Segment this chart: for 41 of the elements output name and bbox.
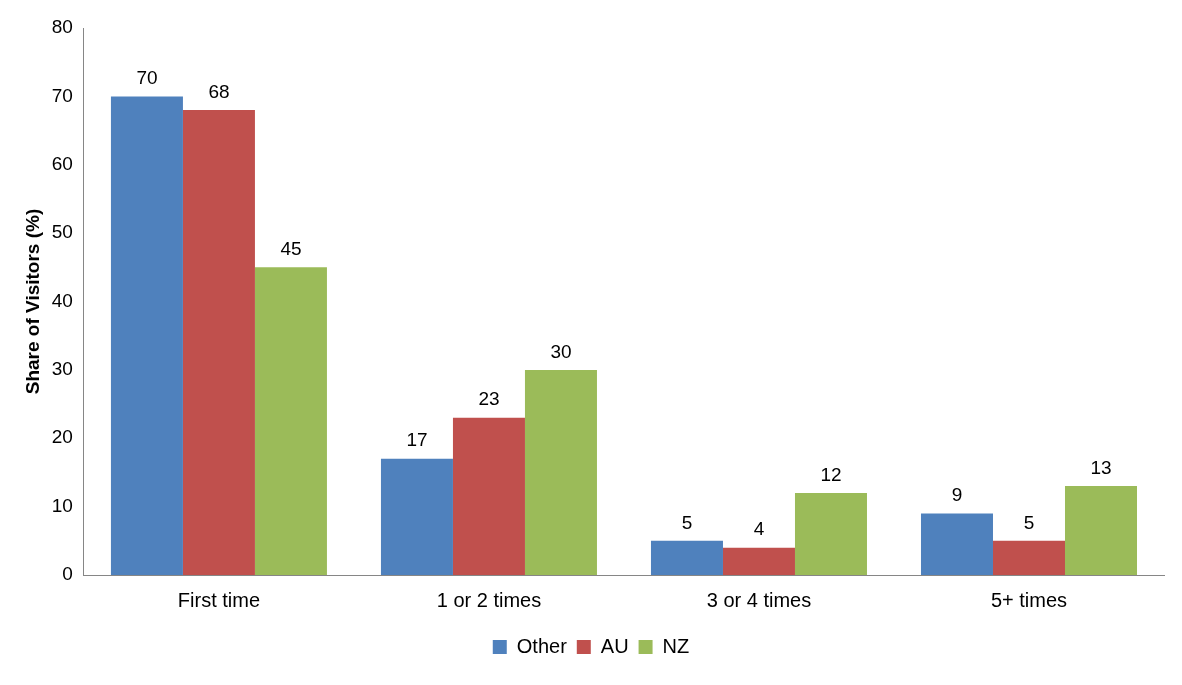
x-tick-label: First time	[177, 588, 261, 611]
bar	[182, 110, 255, 575]
bar	[650, 540, 723, 575]
bar	[110, 96, 183, 575]
data-label: 30	[550, 340, 572, 362]
bar	[1064, 486, 1137, 575]
bar	[524, 369, 597, 575]
y-tick-label: 10	[51, 494, 73, 516]
x-tick-label: 3 or 4 times	[706, 588, 812, 611]
y-tick-label: 50	[51, 221, 73, 243]
data-label: 5	[1023, 511, 1035, 533]
y-tick-label: 20	[51, 426, 73, 448]
bar	[452, 417, 525, 575]
bar	[794, 492, 867, 575]
y-tick-label: 60	[51, 152, 73, 174]
legend-label: Other	[516, 634, 568, 657]
data-label: 9	[951, 484, 963, 506]
bar	[920, 513, 993, 575]
data-label: 70	[136, 67, 158, 89]
y-tick-label: 30	[51, 358, 73, 380]
data-label: 23	[478, 388, 500, 410]
bar	[992, 540, 1065, 575]
y-axis-title: Share of Visitors (%)	[21, 208, 43, 395]
bar	[380, 458, 453, 575]
y-tick-label: 70	[51, 84, 73, 106]
data-label: 13	[1090, 456, 1112, 478]
x-tick-label: 1 or 2 times	[436, 588, 542, 611]
x-tick-label: 5+ times	[990, 588, 1068, 611]
data-label: 17	[406, 429, 428, 451]
legend-label: AU	[600, 634, 629, 657]
bar	[254, 267, 327, 575]
y-tick-label: 80	[51, 16, 73, 38]
data-label: 12	[820, 463, 842, 485]
bar	[722, 547, 795, 575]
y-tick-label: 40	[51, 289, 73, 311]
data-label: 4	[753, 518, 765, 540]
legend-label: NZ	[662, 634, 690, 657]
data-label: 68	[208, 80, 230, 102]
data-label: 45	[280, 238, 302, 260]
y-tick-label: 0	[62, 563, 73, 585]
data-label: 5	[681, 511, 693, 533]
